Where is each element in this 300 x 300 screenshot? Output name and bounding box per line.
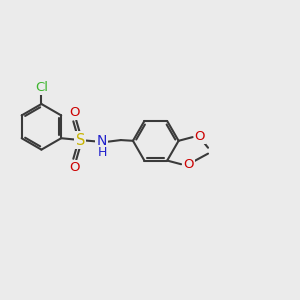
Text: O: O xyxy=(70,106,80,119)
Text: O: O xyxy=(70,161,80,174)
Text: Cl: Cl xyxy=(35,81,48,94)
Text: N: N xyxy=(97,134,107,148)
Text: O: O xyxy=(195,130,205,143)
Text: S: S xyxy=(76,133,85,148)
Text: O: O xyxy=(183,158,194,172)
Text: H: H xyxy=(98,146,107,159)
